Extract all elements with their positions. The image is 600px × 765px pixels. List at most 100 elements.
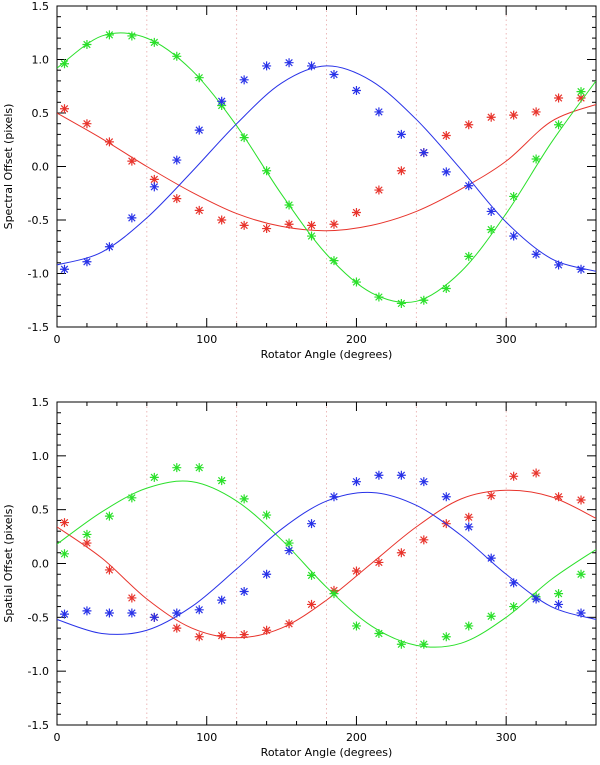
chart-1-data-point-green xyxy=(239,494,249,504)
chart-0-data-point-red xyxy=(374,185,384,195)
chart-1-data-point-red xyxy=(531,468,541,478)
chart-0-data-point-green xyxy=(59,59,69,69)
chart-0-data-point-red xyxy=(172,194,182,204)
chart-1-fit-curve-green xyxy=(57,480,596,648)
chart-1-y-tick-label: 0.0 xyxy=(32,558,50,571)
chart-1-x-tick-label: 100 xyxy=(196,731,217,744)
chart-0-data-point-green xyxy=(419,295,429,305)
chart-1-data-point-green xyxy=(59,549,69,559)
chart-1-y-tick-label: -0.5 xyxy=(28,611,49,624)
chart-1-data-point-blue xyxy=(127,608,137,618)
chart-0-data-point-blue xyxy=(576,264,586,274)
chart-1-data-point-green xyxy=(396,639,406,649)
chart-0-data-point-blue xyxy=(149,182,159,192)
chart-0-data-point-blue xyxy=(127,213,137,223)
chart-1-data-point-red xyxy=(554,492,564,502)
chart-1-data-point-red xyxy=(374,557,384,567)
chart-0-data-point-blue xyxy=(486,206,496,216)
chart-1-data-point-green xyxy=(217,476,227,486)
chart-1-data-point-green xyxy=(82,529,92,539)
chart-1-data-point-red xyxy=(127,593,137,603)
chart-0-data-point-green xyxy=(509,191,519,201)
chart-1-data-point-green xyxy=(576,569,586,579)
chart-1-data-point-red xyxy=(464,512,474,522)
chart-0-data-point-blue xyxy=(217,96,227,106)
chart-1-data-point-blue xyxy=(284,546,294,556)
chart-1-data-point-red xyxy=(104,565,114,575)
chart-0-data-point-red xyxy=(464,120,474,130)
chart-0-data-point-green xyxy=(576,87,586,97)
chart-1-data-point-blue xyxy=(104,608,114,618)
chart-0-data-point-green xyxy=(127,31,137,41)
chart-0-data-point-red xyxy=(441,130,451,140)
chart-1-data-point-green xyxy=(419,639,429,649)
chart-1-data-point-red xyxy=(419,535,429,545)
chart-1-data-point-green xyxy=(374,628,384,638)
chart-1-data-point-red xyxy=(82,538,92,548)
chart-0-data-point-green xyxy=(104,30,114,40)
chart-1-data-point-blue xyxy=(172,608,182,618)
chart-1-data-point-blue xyxy=(329,492,339,502)
chart-0-data-point-red xyxy=(262,224,272,234)
chart-0-data-point-green xyxy=(262,166,272,176)
chart-1-data-point-green xyxy=(329,589,339,599)
chart-1-data-point-blue xyxy=(239,586,249,596)
chart-0-y-tick-label: -1.5 xyxy=(28,321,49,334)
chart-1-data-point-blue xyxy=(194,605,204,615)
chart-1-y-tick-label: 1.5 xyxy=(32,396,50,409)
chart-1-x-tick-label: 0 xyxy=(54,731,61,744)
chart-0-data-point-red xyxy=(486,112,496,122)
chart-0-data-point-red xyxy=(284,219,294,229)
chart-1-data-point-blue xyxy=(464,522,474,532)
chart-1-data-point-blue xyxy=(554,599,564,609)
chart-1-data-point-green xyxy=(441,632,451,642)
chart-0-data-point-green xyxy=(374,292,384,302)
chart-0-data-point-red xyxy=(104,137,114,147)
chart-0-data-point-red xyxy=(329,219,339,229)
chart-0-data-point-red xyxy=(576,93,586,103)
chart-1-data-point-blue xyxy=(262,569,272,579)
chart-0-data-point-red xyxy=(531,107,541,117)
chart-0-x-tick-label: 300 xyxy=(496,333,517,346)
chart-1-data-point-red xyxy=(509,471,519,481)
chart-0-data-point-red xyxy=(509,110,519,120)
chart-1-data-point-blue xyxy=(486,553,496,563)
chart-0-data-point-blue xyxy=(509,231,519,241)
chart-0-data-point-green xyxy=(149,37,159,47)
chart-0-data-point-blue xyxy=(239,75,249,85)
chart-0-x-tick-label: 200 xyxy=(346,333,367,346)
chart-0-y-tick-label: 1.5 xyxy=(32,0,50,13)
chart-0-data-point-blue xyxy=(441,167,451,177)
chart-0-x-axis-label: Rotator Angle (degrees) xyxy=(261,348,393,361)
chart-1-data-point-blue xyxy=(576,608,586,618)
chart-0-y-tick-label: 0.0 xyxy=(32,161,50,174)
chart-0-x-tick-label: 100 xyxy=(196,333,217,346)
chart-1-data-point-blue xyxy=(59,609,69,619)
chart-0-data-point-green xyxy=(329,256,339,266)
chart-1-y-tick-label: -1.0 xyxy=(28,665,49,678)
chart-1-data-point-red xyxy=(194,632,204,642)
chart-0-data-point-red xyxy=(127,156,137,166)
chart-0-data-point-red xyxy=(194,205,204,215)
chart-0-data-point-blue xyxy=(307,61,317,71)
chart-0-data-point-green xyxy=(284,200,294,210)
chart-0-fit-curve-green xyxy=(57,32,596,304)
chart-0-x-tick-label: 0 xyxy=(54,333,61,346)
chart-1-x-axis-label: Rotator Angle (degrees) xyxy=(261,746,393,759)
chart-0-data-point-blue xyxy=(351,86,361,96)
chart-1-data-point-red xyxy=(486,491,496,501)
chart-1-data-point-green xyxy=(284,538,294,548)
chart-0-data-point-green xyxy=(82,40,92,50)
chart-0-y-axis-label: Spectral Offset (pixels) xyxy=(2,104,15,230)
chart-0-y-tick-label: -1.0 xyxy=(28,268,49,281)
chart-1-y-tick-label: 0.5 xyxy=(32,504,50,517)
chart-0-plot-frame xyxy=(56,5,597,328)
chart-0-data-point-red xyxy=(149,174,159,184)
chart-0-data-point-green xyxy=(194,73,204,83)
chart-1-data-point-red xyxy=(59,518,69,528)
chart-0-data-point-blue xyxy=(59,264,69,274)
chart-1-data-point-green xyxy=(172,463,182,473)
chart-0-data-point-blue xyxy=(554,260,564,270)
chart-0-data-point-blue xyxy=(172,155,182,165)
